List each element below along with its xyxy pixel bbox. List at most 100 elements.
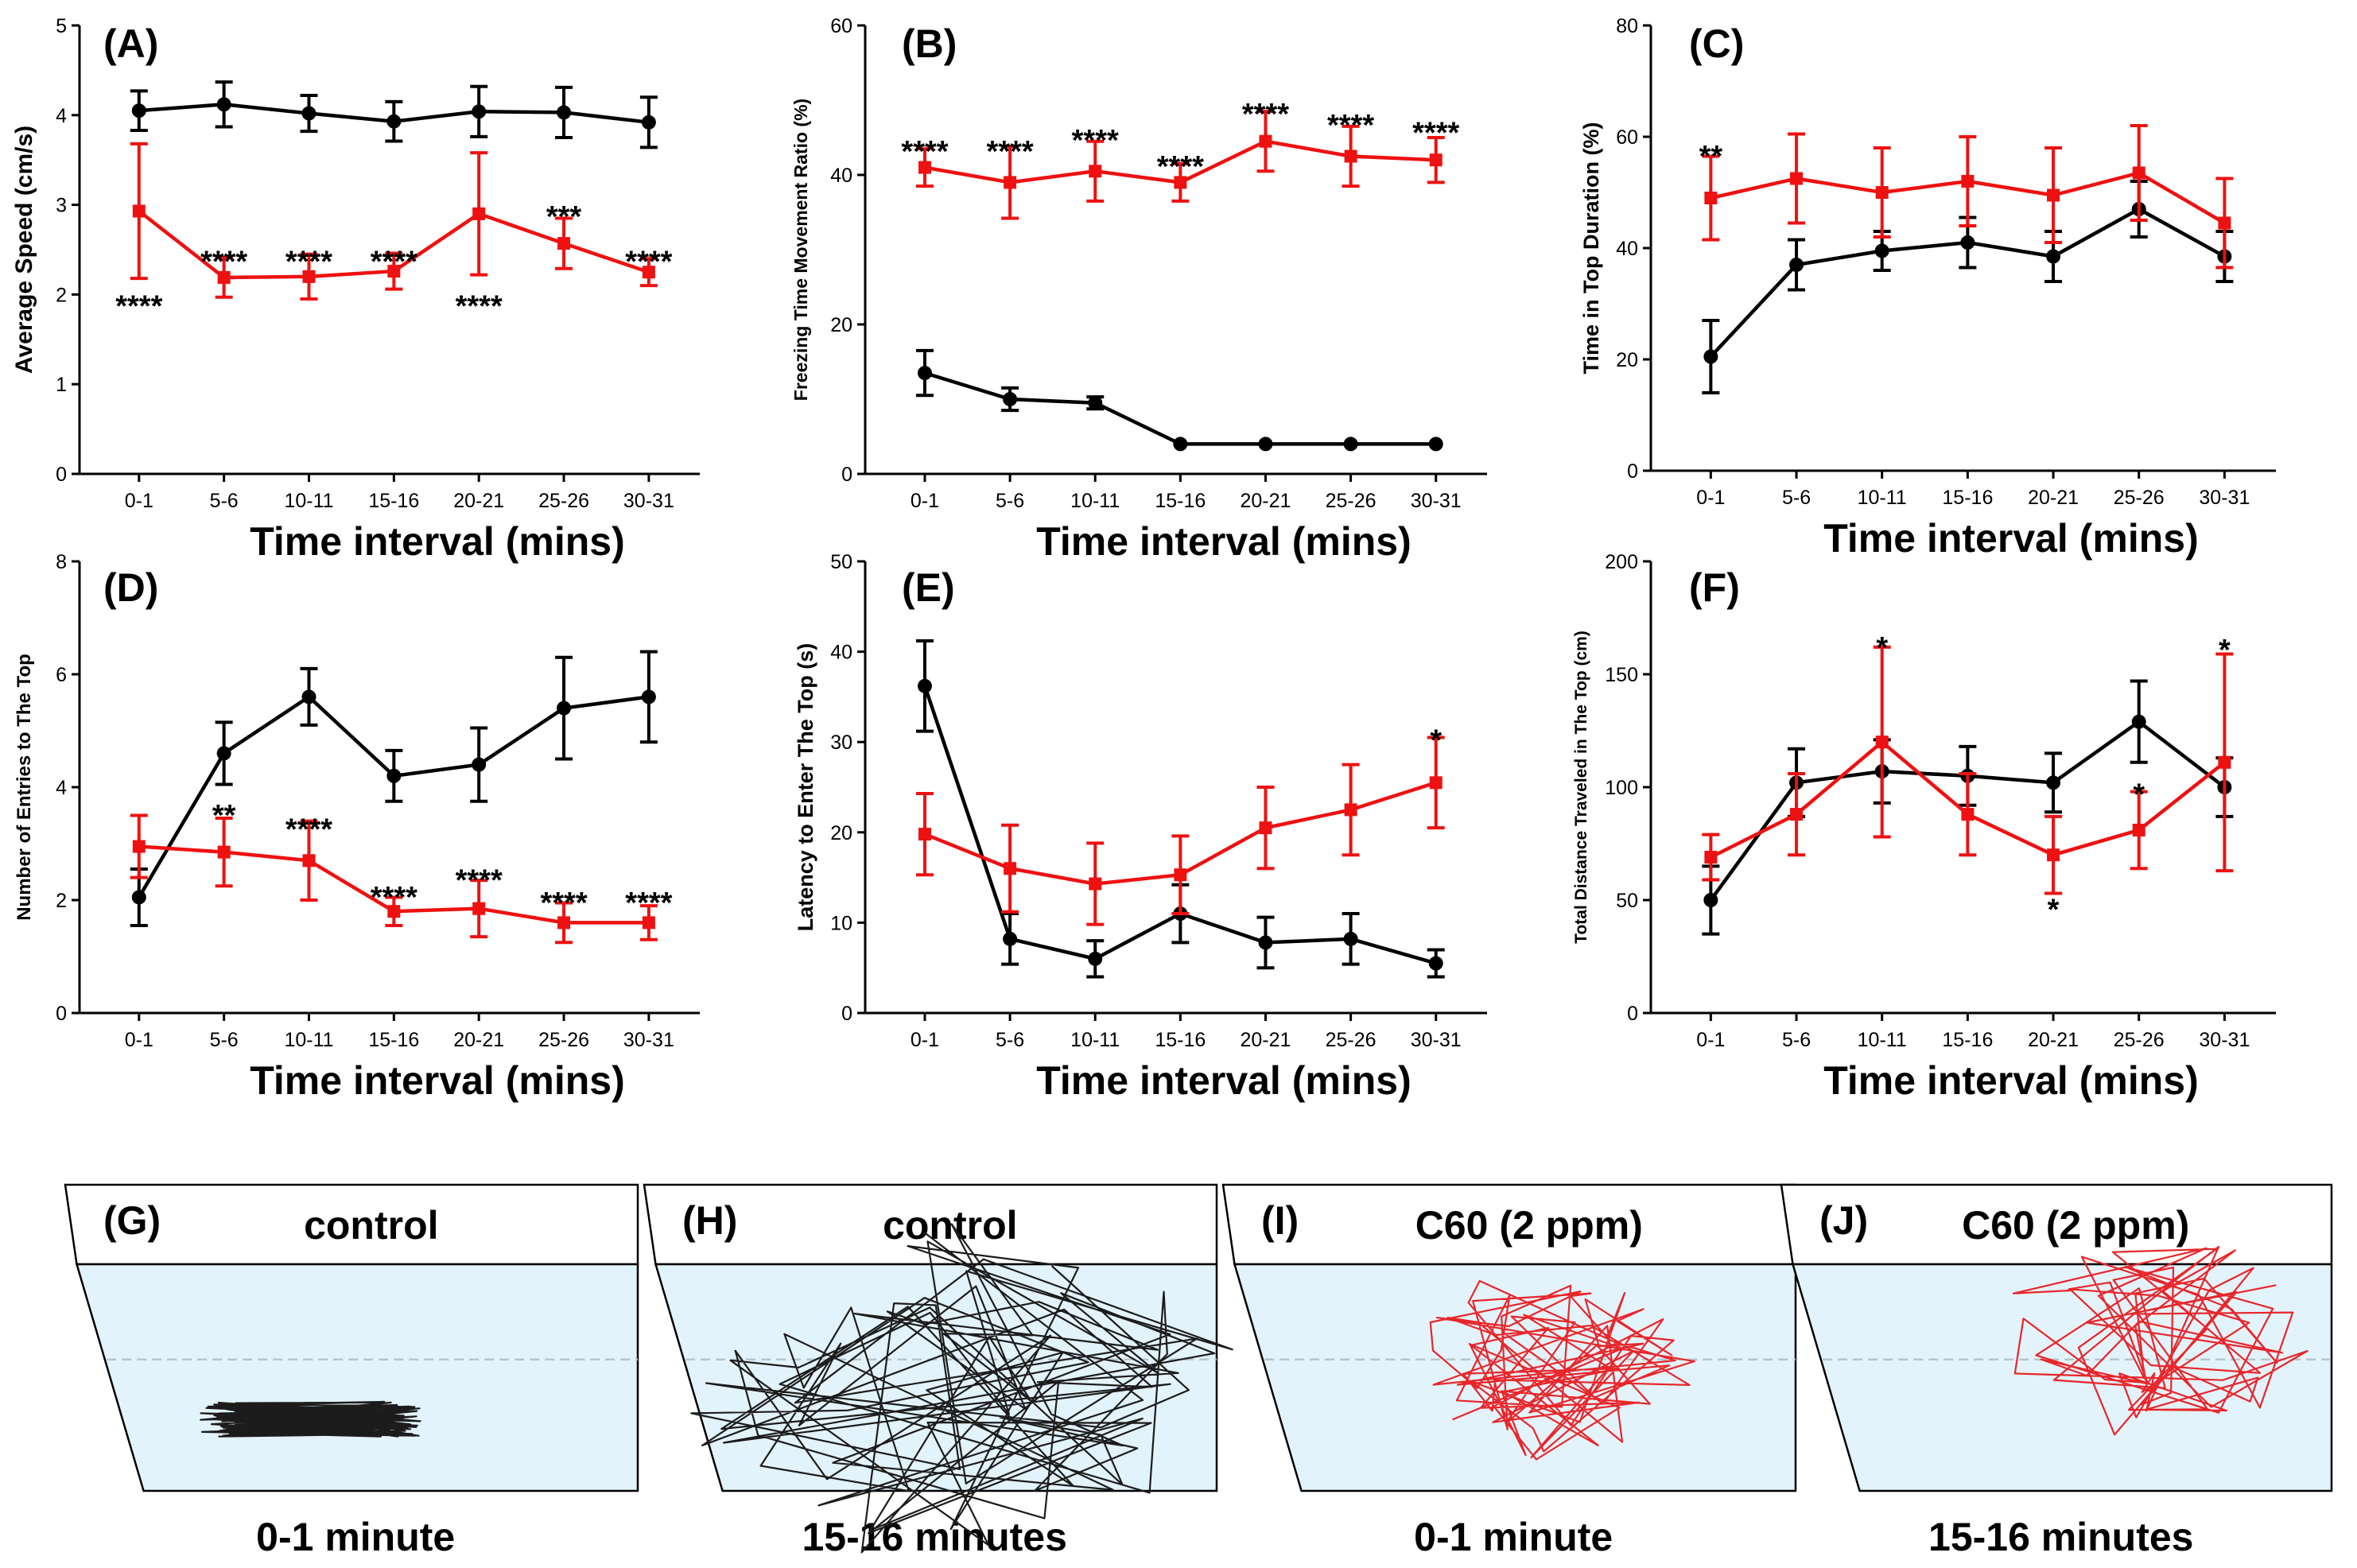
y-tick-label: 40: [830, 165, 852, 187]
y-tick-label: 2: [56, 890, 67, 912]
series-treated: [130, 142, 658, 301]
data-point: [557, 701, 572, 716]
tank-caption: 15-16 minutes: [1928, 1515, 2193, 1559]
series-control: [915, 348, 1443, 452]
data-point: [386, 768, 402, 783]
x-tick-label: 0-1: [125, 490, 153, 512]
tank-body: [75, 1263, 639, 1492]
x-tick-label: 10-11: [1070, 490, 1120, 512]
data-point: [1003, 931, 1018, 946]
panel-label: (F): [1689, 565, 1740, 610]
data-point: [1961, 808, 1975, 821]
data-point: [131, 890, 146, 905]
y-tick-label: 1: [56, 374, 67, 396]
x-tick-label: 30-31: [1411, 490, 1462, 512]
data-point: [1004, 862, 1017, 875]
data-point: [2132, 166, 2145, 180]
tank-title: C60 (2 ppm): [1962, 1203, 2189, 1248]
significance-label: ****: [625, 245, 672, 278]
panel-label: (B): [902, 21, 957, 66]
data-point: [1875, 735, 1889, 749]
x-tick-label: 0-1: [1696, 1029, 1725, 1051]
significance-label: ****: [625, 887, 672, 920]
significance-label: ****: [371, 881, 417, 914]
data-point: [386, 114, 402, 129]
series-treated: [915, 735, 1445, 926]
data-point: [1258, 437, 1273, 452]
data-point: [1703, 893, 1718, 907]
data-point: [641, 114, 656, 130]
x-tick-label: 10-11: [1858, 487, 1907, 509]
data-point: [301, 689, 316, 704]
x-axis-label: Time interval (mins): [1823, 1058, 2198, 1103]
data-point: [918, 828, 931, 841]
x-tick-label: 25-26: [1326, 1029, 1377, 1051]
x-axis-label: Time interval (mins): [1036, 519, 1411, 564]
significance-label: *: [2048, 894, 2060, 927]
y-tick-label: 50: [830, 551, 852, 573]
fish-trajectory: [690, 1223, 1233, 1554]
x-tick-label: 0-1: [1696, 487, 1725, 509]
x-tick-label: 25-26: [2114, 487, 2165, 509]
chart-panel-d: 0 2 4 6 8 0-1 5-6 10-11 15-16 20-21 25-26 30-31 Time…: [14, 551, 700, 1103]
chart-panel-b: 0 20 40 60 0-1 5-6 10-11 15-16 20-21 25-26 30-31Ti…: [790, 15, 1487, 564]
x-tick-label: 5-6: [210, 1029, 239, 1051]
x-axis-label: Time interval (mins): [1823, 516, 2198, 561]
x-tick-label: 5-6: [996, 490, 1024, 512]
data-point: [1004, 176, 1017, 189]
y-tick-label: 20: [1616, 349, 1638, 371]
tank-caption: 0-1 minute: [1414, 1515, 1613, 1559]
x-tick-label: 25-26: [1326, 490, 1377, 512]
x-tick-label: 20-21: [453, 1029, 504, 1051]
data-point: [216, 97, 231, 112]
x-tick-label: 20-21: [2028, 1029, 2079, 1051]
tank-panel-i: (I) C60 (2 ppm) 0-1 minute: [1221, 1183, 1797, 1559]
series-treated: [1702, 645, 2234, 895]
y-tick-label: 8: [56, 551, 67, 573]
x-tick-label: 0-1: [125, 1029, 153, 1051]
y-axis-label: Total Distance Traveled in The Top (cm): [1572, 631, 1590, 944]
y-tick-label: 20: [830, 822, 852, 844]
data-point: [2218, 755, 2231, 769]
data-point: [472, 902, 486, 915]
tank-panel-j: (J) C60 (2 ppm) 15-16 minutes: [1780, 1183, 2333, 1559]
y-tick-label: 2: [56, 284, 67, 306]
series-control: [130, 80, 658, 149]
significance-label: *: [1876, 631, 1888, 665]
data-point: [642, 266, 655, 279]
x-tick-label: 5-6: [210, 490, 239, 512]
data-point: [642, 916, 655, 930]
significance-label: *: [2133, 778, 2145, 812]
data-point: [387, 905, 401, 918]
x-tick-label: 15-16: [1942, 1029, 1993, 1051]
data-point: [472, 757, 487, 772]
data-point: [1875, 186, 1889, 199]
y-tick-label: 60: [830, 15, 852, 37]
data-point: [301, 106, 316, 121]
data-point: [1428, 956, 1443, 971]
series-control: [915, 638, 1445, 979]
y-tick-label: 4: [56, 105, 67, 127]
tank-title: control: [304, 1203, 438, 1248]
data-point: [2218, 216, 2231, 230]
y-axis-label: Time in Top Duration (%): [1579, 122, 1603, 375]
data-point: [1790, 808, 1804, 821]
data-point: [557, 105, 572, 120]
y-tick-label: 50: [1616, 890, 1638, 912]
data-point: [1704, 192, 1718, 204]
significance-label: ****: [1412, 117, 1459, 150]
y-tick-label: 5: [56, 15, 67, 37]
data-point: [2131, 714, 2146, 729]
x-tick-label: 0-1: [911, 1029, 939, 1051]
data-point: [302, 270, 316, 283]
data-point: [1428, 437, 1443, 452]
fish-trajectory: [2012, 1245, 2308, 1436]
data-point: [302, 854, 316, 867]
data-point: [1174, 868, 1187, 882]
data-point: [557, 916, 571, 930]
significance-label: ****: [371, 245, 417, 278]
x-tick-label: 5-6: [996, 1029, 1024, 1051]
data-point: [557, 237, 571, 250]
series-control: [130, 650, 658, 927]
significance-label: ****: [1327, 109, 1374, 142]
